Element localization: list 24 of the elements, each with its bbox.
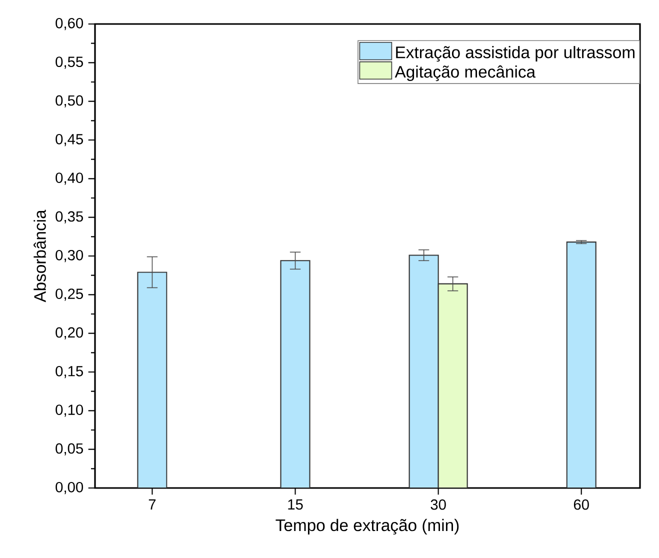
y-tick-label: 0,35 — [56, 211, 83, 224]
y-tick-label: 0,05 — [56, 443, 83, 456]
legend-label: Extração assistida por ultrassom — [396, 46, 634, 62]
y-axis-title: Absorbância — [34, 210, 46, 302]
y-tick-label: 0,00 — [56, 482, 84, 494]
y-tick-label: 0,20 — [56, 327, 84, 340]
x-tick-label: 30 — [430, 499, 446, 510]
y-tick-label: 0,10 — [56, 404, 84, 417]
x-tick-label: 7 — [148, 499, 156, 510]
y-tick-label: 0,15 — [56, 366, 83, 378]
bar — [137, 272, 168, 488]
x-tick-label: 60 — [574, 499, 589, 510]
legend-label: Agitação mecânica — [394, 65, 536, 82]
y-tick-label: 0,45 — [56, 134, 83, 146]
x-tick-label: 15 — [288, 499, 303, 510]
y-tick-label: 0,60 — [56, 18, 84, 30]
y-tick-label: 0,30 — [56, 250, 84, 262]
bar — [280, 260, 310, 488]
y-tick-label: 0,40 — [56, 172, 84, 185]
y-tick-label: 0,50 — [56, 95, 84, 108]
y-tick-label: 0,25 — [56, 288, 83, 301]
x-axis-title: Tempo de extração (min) — [276, 518, 459, 535]
bar — [566, 242, 596, 488]
y-tick-label: 0,55 — [56, 56, 83, 69]
